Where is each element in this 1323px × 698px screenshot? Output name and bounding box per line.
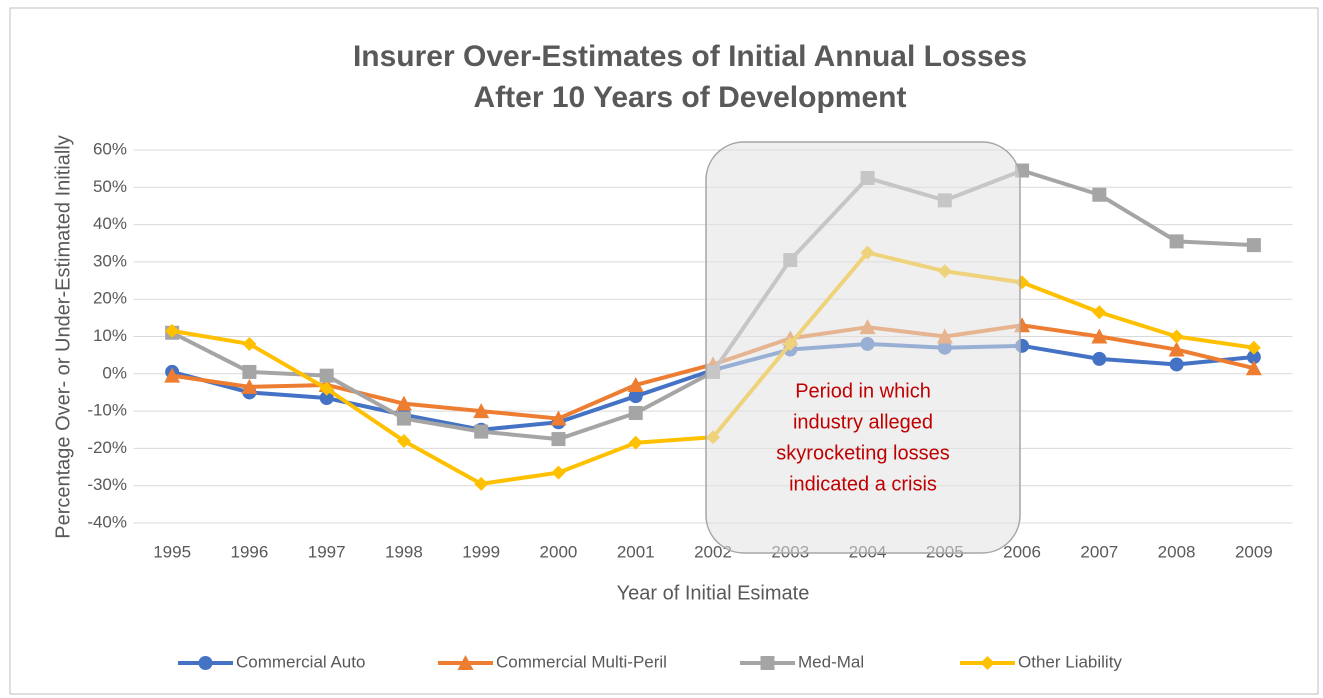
y-tick-label: 0% <box>102 363 127 382</box>
legend-marker <box>980 656 995 670</box>
data-point <box>628 435 643 450</box>
annotation: industry alleged <box>793 411 933 433</box>
legend-label: Med-Mal <box>798 652 864 671</box>
data-point <box>627 376 644 392</box>
data-point <box>1246 238 1261 253</box>
data-point <box>551 432 566 447</box>
data-point <box>551 465 566 480</box>
data-point <box>319 381 334 396</box>
data-point <box>628 405 643 420</box>
data-point <box>1092 305 1107 320</box>
data-point <box>550 410 567 426</box>
y-tick-label: -40% <box>87 512 127 531</box>
y-tick-label: 40% <box>93 214 127 233</box>
data-point <box>396 433 411 448</box>
data-point <box>242 336 257 351</box>
data-point <box>1169 234 1184 249</box>
y-tick-label: 60% <box>93 139 127 158</box>
x-tick-label: 2006 <box>1003 542 1041 561</box>
data-point <box>1246 350 1261 365</box>
chart-border <box>9 7 1319 695</box>
y-tick-label: 30% <box>93 251 127 270</box>
data-point <box>319 391 334 406</box>
data-point <box>628 389 643 404</box>
x-tick-label: 2009 <box>1235 542 1273 561</box>
data-point <box>474 476 489 491</box>
legend-label: Commercial Multi-Peril <box>496 652 667 671</box>
data-point <box>242 364 257 379</box>
data-point <box>241 378 258 394</box>
x-tick-label: 2001 <box>617 542 655 561</box>
legend-marker <box>198 656 213 670</box>
data-point <box>165 323 180 338</box>
data-point <box>473 403 490 419</box>
data-point <box>396 411 411 426</box>
y-tick-label: 20% <box>93 289 127 308</box>
y-tick-label: -10% <box>87 401 127 420</box>
y-tick-label: -20% <box>87 438 127 457</box>
y-tick-label: 50% <box>93 177 127 196</box>
x-tick-label: 2008 <box>1158 542 1196 561</box>
legend-marker <box>457 655 474 670</box>
data-point <box>1091 328 1108 344</box>
x-tick-label: 1998 <box>385 542 423 561</box>
legend-marker <box>760 656 775 670</box>
y-tick-label: 10% <box>93 326 127 345</box>
data-point <box>1245 360 1262 376</box>
chart-title: After 10 Years of Development <box>474 81 907 114</box>
data-point <box>164 367 181 383</box>
x-tick-label: 1997 <box>308 542 346 561</box>
data-point <box>1169 329 1184 344</box>
chart-title: Insurer Over-Estimates of Initial Annual… <box>353 40 1027 73</box>
data-point <box>1092 351 1107 366</box>
data-point <box>395 395 412 411</box>
x-tick-label: 1995 <box>153 542 191 561</box>
y-tick-label: -30% <box>87 475 127 494</box>
data-point <box>1246 340 1261 355</box>
x-tick-label: 1999 <box>462 542 500 561</box>
x-tick-label: 1996 <box>230 542 268 561</box>
data-point <box>1168 341 1185 357</box>
annotation: indicated a crisis <box>789 473 937 495</box>
x-tick-label: 2007 <box>1080 542 1118 561</box>
annotation: Period in which <box>795 380 931 402</box>
data-point <box>474 424 489 439</box>
legend-label: Other Liability <box>1018 652 1122 671</box>
legend-label: Commercial Auto <box>236 652 365 671</box>
data-point <box>319 368 334 383</box>
data-point <box>1169 357 1184 372</box>
highlight-box <box>705 141 1021 554</box>
data-point <box>1092 187 1107 202</box>
annotation: skyrocketing losses <box>776 442 949 464</box>
x-tick-label: 2000 <box>540 542 578 561</box>
x-axis-label: Year of Initial Esimate <box>617 582 810 604</box>
y-axis-label: Percentage Over- or Under-Estimated Init… <box>52 135 74 539</box>
